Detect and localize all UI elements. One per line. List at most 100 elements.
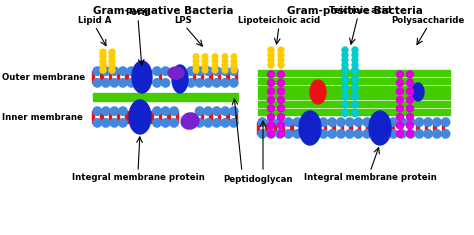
Circle shape: [278, 47, 284, 53]
Circle shape: [193, 58, 199, 64]
Circle shape: [398, 130, 406, 138]
Circle shape: [346, 130, 354, 138]
Bar: [235, 71, 237, 83]
Circle shape: [341, 110, 348, 117]
Circle shape: [231, 63, 237, 68]
Circle shape: [202, 58, 208, 64]
Circle shape: [278, 52, 284, 58]
Circle shape: [212, 54, 218, 59]
Circle shape: [337, 130, 345, 138]
Circle shape: [267, 71, 274, 78]
Bar: [93, 66, 238, 88]
Circle shape: [229, 67, 238, 75]
Circle shape: [110, 79, 118, 87]
Text: Porin: Porin: [125, 8, 151, 17]
Circle shape: [352, 110, 358, 117]
Circle shape: [277, 113, 284, 120]
Circle shape: [267, 118, 275, 126]
Text: LPS: LPS: [174, 16, 192, 25]
Circle shape: [212, 107, 221, 115]
Circle shape: [277, 88, 284, 95]
Circle shape: [161, 79, 170, 87]
Circle shape: [341, 84, 348, 91]
Bar: [291, 122, 293, 134]
Ellipse shape: [129, 100, 151, 134]
Bar: [218, 111, 220, 123]
Bar: [258, 86, 450, 92]
Circle shape: [396, 71, 403, 78]
Circle shape: [337, 118, 345, 126]
Circle shape: [170, 107, 178, 115]
Circle shape: [161, 119, 170, 127]
Text: Gram-positive Bacteria: Gram-positive Bacteria: [287, 6, 423, 16]
Circle shape: [212, 67, 218, 73]
Circle shape: [118, 107, 127, 115]
Ellipse shape: [310, 80, 326, 104]
Circle shape: [267, 122, 274, 129]
Circle shape: [231, 58, 237, 64]
Circle shape: [161, 67, 170, 75]
Bar: [258, 78, 450, 84]
Text: Lipid A: Lipid A: [78, 16, 112, 25]
Bar: [218, 71, 220, 83]
Circle shape: [153, 119, 161, 127]
Circle shape: [222, 58, 228, 64]
Circle shape: [352, 93, 358, 99]
Circle shape: [118, 119, 127, 127]
Circle shape: [396, 96, 403, 103]
Circle shape: [268, 62, 274, 68]
Circle shape: [341, 93, 348, 99]
Circle shape: [277, 130, 284, 137]
Circle shape: [153, 107, 161, 115]
Bar: [282, 122, 284, 134]
Text: Lipoteichoic acid: Lipoteichoic acid: [238, 16, 320, 25]
Circle shape: [342, 57, 348, 63]
Circle shape: [341, 67, 348, 74]
Circle shape: [396, 113, 403, 120]
Circle shape: [195, 107, 204, 115]
Circle shape: [93, 67, 101, 75]
Circle shape: [407, 79, 413, 86]
Circle shape: [275, 118, 284, 126]
Bar: [117, 111, 119, 123]
Ellipse shape: [369, 111, 391, 145]
Circle shape: [221, 119, 229, 127]
Circle shape: [415, 130, 424, 138]
Bar: [341, 122, 343, 134]
Circle shape: [109, 58, 115, 64]
Circle shape: [258, 118, 266, 126]
Bar: [100, 71, 103, 83]
Circle shape: [352, 47, 358, 53]
Circle shape: [118, 79, 127, 87]
Circle shape: [229, 107, 238, 115]
Circle shape: [267, 130, 274, 137]
Circle shape: [352, 52, 358, 58]
Bar: [235, 111, 237, 123]
Circle shape: [212, 58, 218, 64]
Bar: [210, 111, 212, 123]
Circle shape: [100, 49, 106, 55]
Circle shape: [277, 122, 284, 129]
Text: Teichoic acid: Teichoic acid: [329, 6, 391, 15]
Bar: [258, 117, 450, 139]
Bar: [167, 111, 170, 123]
Circle shape: [222, 54, 228, 59]
Circle shape: [187, 79, 195, 87]
Circle shape: [407, 130, 415, 138]
Circle shape: [202, 63, 208, 68]
Circle shape: [193, 54, 199, 59]
Circle shape: [268, 52, 274, 58]
Circle shape: [118, 67, 127, 75]
Circle shape: [212, 67, 221, 75]
Circle shape: [277, 105, 284, 112]
Circle shape: [319, 118, 328, 126]
Circle shape: [204, 67, 212, 75]
Circle shape: [212, 63, 218, 68]
Circle shape: [204, 119, 212, 127]
Ellipse shape: [299, 111, 321, 145]
Bar: [100, 111, 103, 123]
Text: Peptidoglycan: Peptidoglycan: [223, 175, 293, 184]
Circle shape: [268, 47, 274, 53]
Circle shape: [110, 119, 118, 127]
Circle shape: [267, 79, 274, 86]
